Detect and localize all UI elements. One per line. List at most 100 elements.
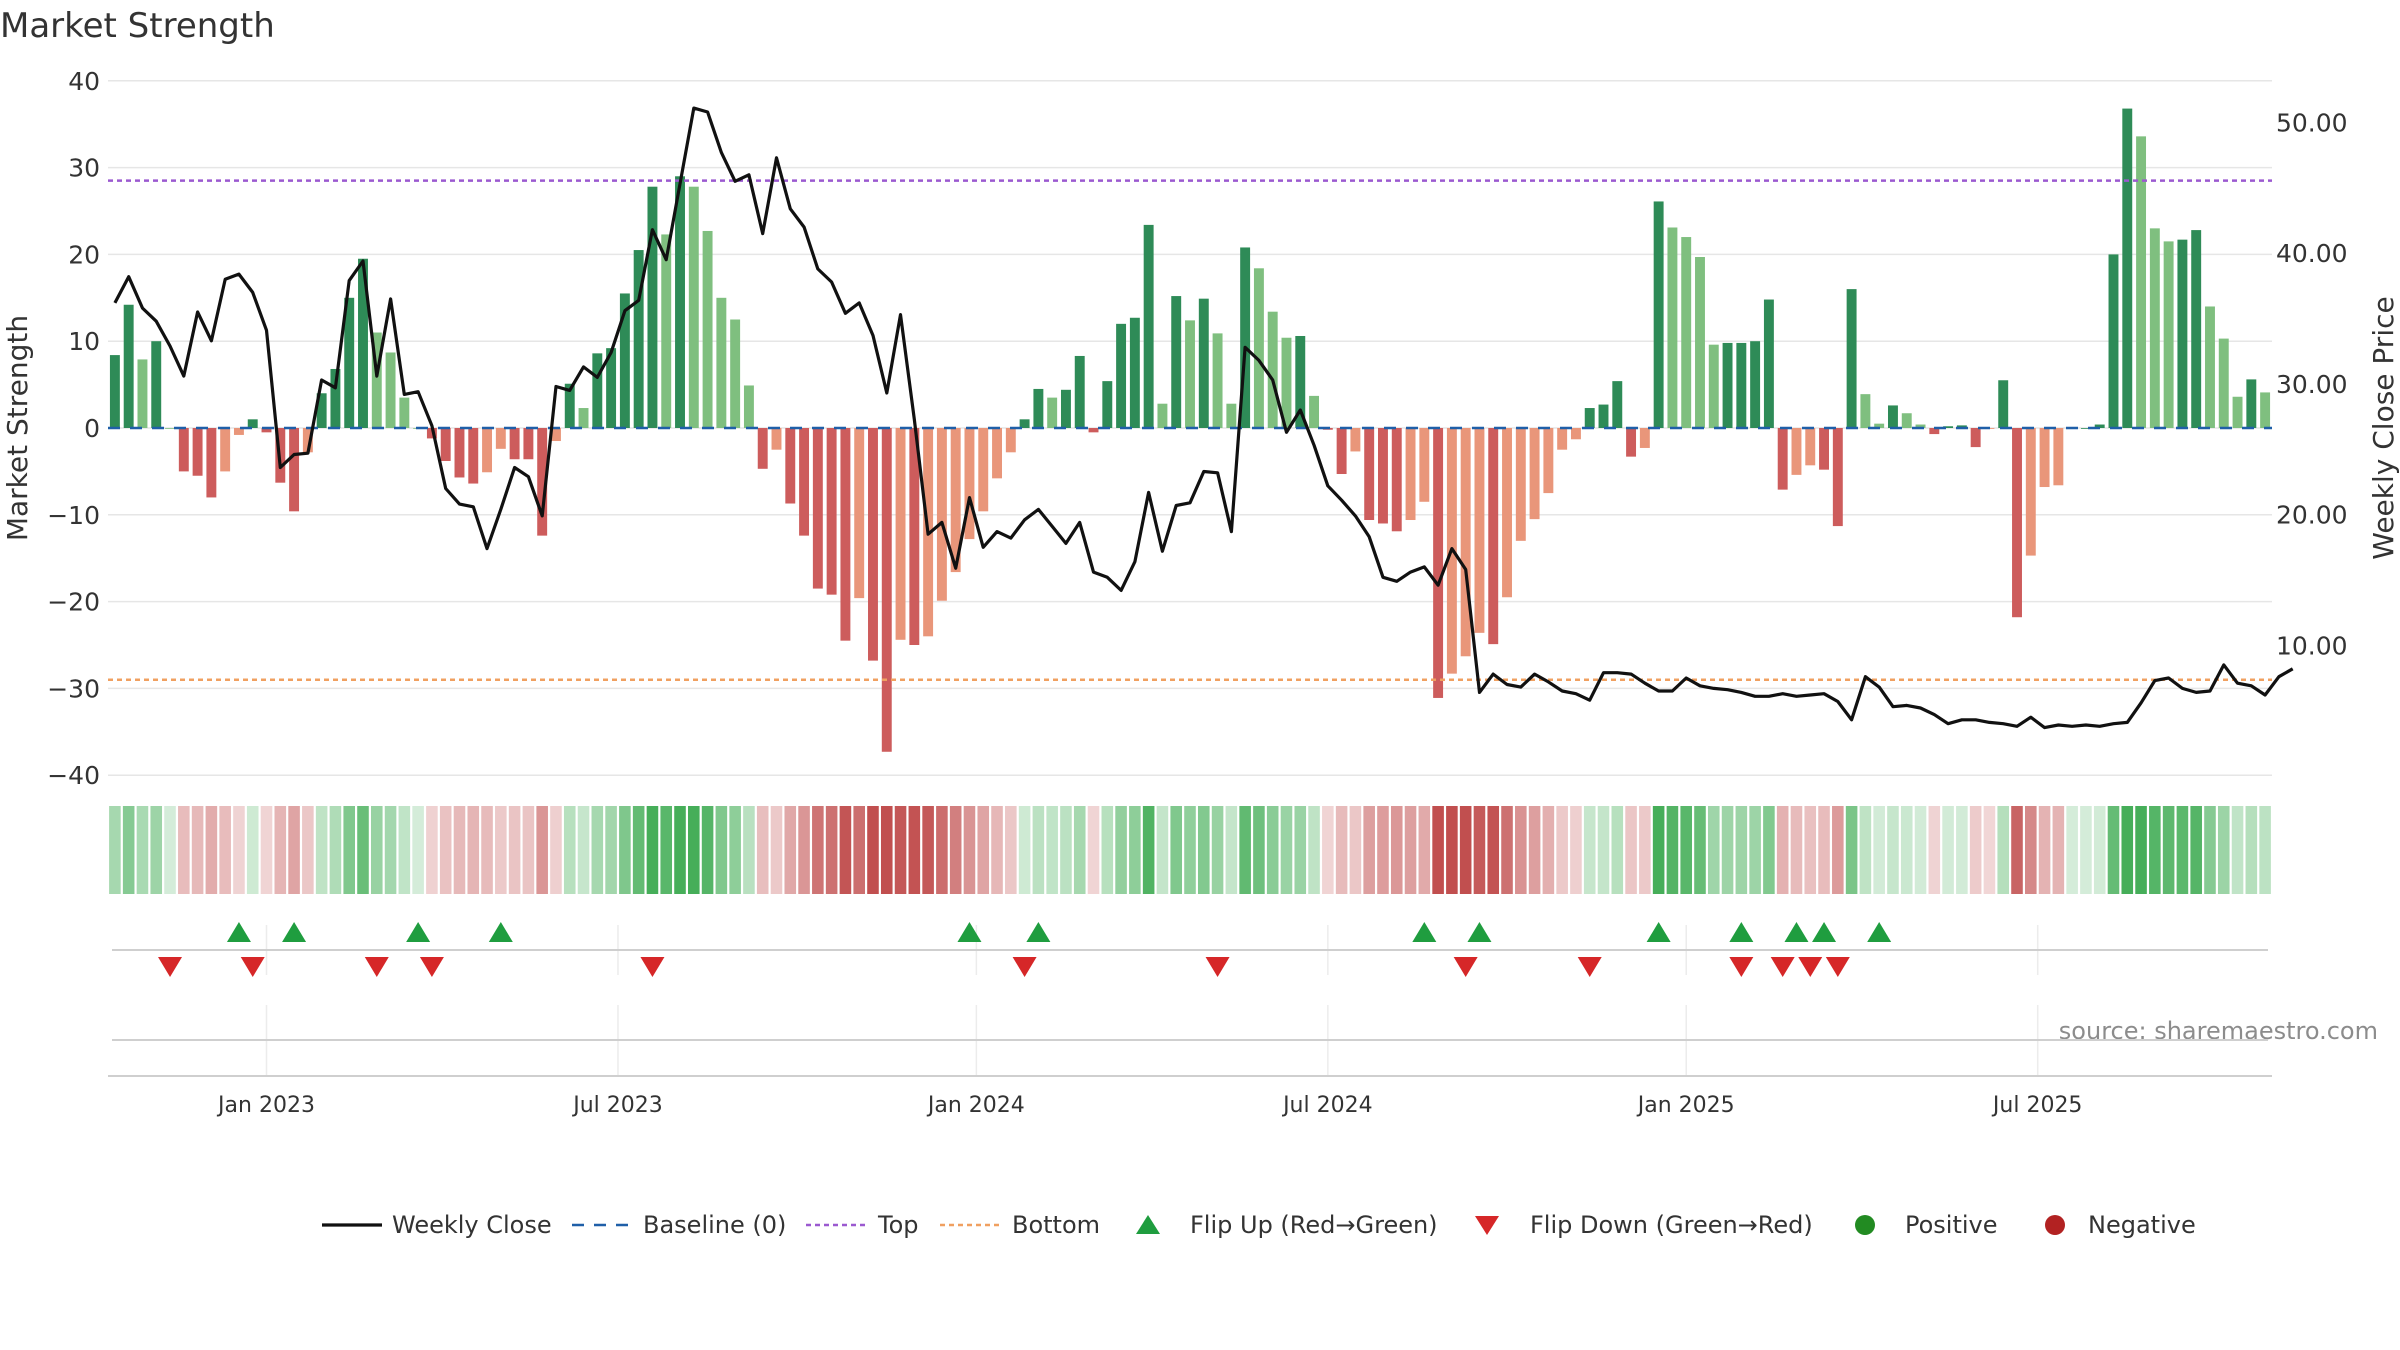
strength-strip-cell (798, 806, 810, 894)
strength-bar (358, 258, 368, 428)
strength-bar (1598, 404, 1609, 428)
legend-label: Flip Up (Red→Green) (1190, 1211, 1438, 1239)
strength-bar (2149, 228, 2160, 428)
strength-strip-cell (205, 806, 218, 894)
strength-bar (1033, 388, 1044, 428)
strength-bar (1998, 380, 2009, 428)
strength-strip-cell (1225, 806, 1238, 894)
strength-bar (123, 304, 134, 428)
flip-up-marker (282, 922, 307, 942)
legend-label: Top (877, 1211, 919, 1239)
strength-bar (647, 186, 658, 428)
strength-strip-cell (2176, 806, 2189, 894)
strength-bar (992, 428, 1002, 479)
strength-bar (757, 428, 768, 469)
strength-bar (1653, 201, 1664, 428)
strength-strip-cell (1556, 806, 1568, 894)
strength-strip-cell (1239, 806, 1251, 894)
strength-bar (771, 428, 782, 450)
strength-bar (2012, 428, 2022, 618)
flip-down-marker (1205, 957, 1230, 977)
strength-strip-cell (2093, 806, 2106, 894)
strength-strip-cell (688, 806, 700, 894)
strength-strip-cell (2038, 806, 2051, 894)
strength-bar (1929, 428, 1940, 435)
legend-flip-down-swatch (1475, 1216, 1499, 1235)
strength-strip-cell (1390, 806, 1403, 894)
strength-bar (1970, 428, 1981, 448)
strength-strip-cell (343, 806, 355, 894)
strength-strip-cell (1583, 806, 1596, 894)
strength-bar (454, 428, 465, 478)
strength-bar (730, 319, 741, 428)
y-tick-label: 10 (68, 327, 100, 356)
x-tick-label: Jan 2024 (926, 1093, 1025, 1118)
strength-strip-cell (1928, 806, 1941, 894)
strength-bar (799, 428, 810, 536)
strength-strip-cell (467, 806, 480, 894)
strength-strip-cell (1253, 806, 1265, 894)
strength-strip-cell (770, 806, 783, 894)
strength-strip-cell (1101, 806, 1114, 894)
flip-down-marker (1770, 957, 1795, 977)
strength-bar (2163, 241, 2174, 428)
flip-down-marker (240, 957, 265, 977)
strength-strip-cell (729, 806, 741, 894)
strength-bar (344, 297, 355, 428)
strength-bar (316, 393, 327, 428)
weekly-close-line (113, 106, 2294, 730)
strength-strip-cell (936, 806, 948, 894)
strength-bar (2080, 428, 2091, 429)
strength-strip-cell (122, 806, 135, 894)
strength-bar (1212, 333, 1223, 428)
strength-bar (2218, 338, 2229, 428)
strength-bar (1515, 428, 1526, 541)
strength-bar (1681, 237, 1692, 428)
strength-strip-cell (963, 806, 976, 894)
legend-label: Baseline (0) (643, 1211, 786, 1239)
strength-bar (854, 428, 865, 599)
strength-strip-cell (1335, 806, 1348, 894)
flip-down-marker (1825, 957, 1850, 977)
strength-bar (2039, 428, 2050, 488)
x-tick-label: Jul 2023 (571, 1093, 663, 1118)
strength-strip-cell (481, 806, 493, 894)
strength-bar (385, 352, 396, 428)
strength-strip-cell (1322, 806, 1334, 894)
strength-strip-cell (1197, 806, 1210, 894)
y2-tick-label: 20.00 (2276, 501, 2348, 530)
strength-bar (371, 332, 382, 428)
strength-strip-cell (453, 806, 466, 894)
legend-flip-up-swatch (1136, 1215, 1160, 1234)
strength-bar (468, 428, 479, 484)
strength-bar (509, 428, 520, 460)
y2-tick-label: 40.00 (2276, 239, 2348, 268)
strength-bar (2094, 424, 2105, 428)
strength-bar (1626, 428, 1637, 457)
strength-bar (578, 408, 589, 428)
strength-bar (1185, 320, 1195, 428)
strength-strip-cell (2190, 806, 2202, 894)
strength-strip-cell (632, 806, 645, 894)
legend-label: Flip Down (Green→Red) (1530, 1211, 1813, 1239)
strength-strip-cell (922, 806, 934, 894)
strength-strip-cell (1942, 806, 1954, 894)
strength-bar (688, 186, 699, 428)
strength-strip-cell (426, 806, 438, 894)
strength-bar (675, 176, 685, 428)
strength-bar (399, 397, 410, 428)
strength-strip-cell (1446, 806, 1458, 894)
strength-bar (537, 428, 548, 536)
strength-strip-cell (2080, 806, 2092, 894)
strength-bar (1667, 227, 1678, 428)
strength-bar (1102, 381, 1113, 428)
strength-strip-cell (2259, 806, 2271, 894)
strength-strip-cell (1170, 806, 1183, 894)
strength-strip-cell (619, 806, 631, 894)
strength-strip-cell (1597, 806, 1610, 894)
strength-strip-cell (191, 806, 204, 894)
strength-strip-cell (1266, 806, 1279, 894)
strength-bar (1005, 428, 1016, 453)
strength-bar (1584, 408, 1595, 428)
y2-tick-label: 30.00 (2276, 370, 2348, 399)
